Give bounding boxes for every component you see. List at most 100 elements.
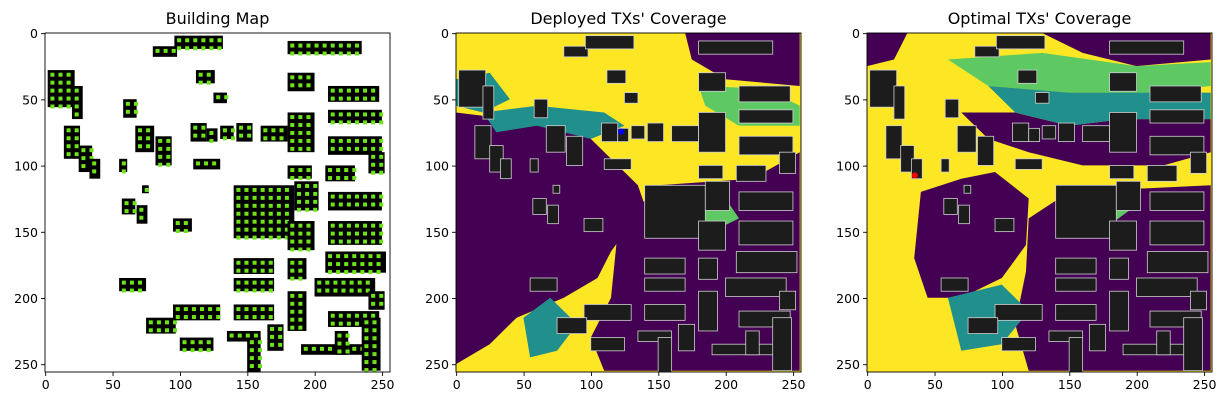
tx-candidate <box>244 227 249 232</box>
tx-candidate <box>236 235 241 240</box>
tx-candidate <box>270 342 275 347</box>
tx-candidate <box>252 307 257 312</box>
tx-candidate <box>306 138 311 143</box>
building <box>584 35 635 50</box>
tx-candidate <box>260 203 265 208</box>
tx-candidate <box>129 280 134 285</box>
building <box>1149 220 1205 246</box>
tx-candidate <box>124 201 129 206</box>
tx-candidate <box>284 219 289 224</box>
tx-candidate <box>249 364 254 369</box>
tx-candidate <box>371 154 376 159</box>
y-tick-label: 50 <box>22 92 38 107</box>
tx-candidate <box>336 254 341 259</box>
tx-candidate <box>346 112 351 117</box>
tx-candidate <box>363 120 368 125</box>
tx-candidate <box>338 146 343 151</box>
tx-candidate <box>313 183 318 188</box>
tx-candidate <box>338 43 343 48</box>
tx-candidate <box>206 340 211 345</box>
tx-candidate <box>297 183 302 188</box>
tx-candidate <box>198 72 203 77</box>
tx-candidate <box>244 260 249 265</box>
tx-candidate <box>257 364 262 369</box>
tx-candidate <box>298 231 303 236</box>
building <box>1014 158 1043 170</box>
tx-candidate <box>346 202 351 207</box>
tx-candidate <box>338 321 343 326</box>
tx-candidate <box>124 209 129 214</box>
tx-candidate <box>236 307 241 312</box>
building <box>1082 125 1110 142</box>
tx-candidate <box>354 96 360 101</box>
tx-candidate <box>298 268 303 273</box>
tx-candidate <box>222 136 227 141</box>
building <box>994 217 1015 233</box>
tx-candidate <box>354 138 360 143</box>
y-tick-label: 150 <box>836 225 860 240</box>
tx-candidate <box>199 307 205 312</box>
tx-candidate <box>252 235 257 240</box>
tx-candidate <box>376 254 381 259</box>
tx-candidate <box>236 268 241 273</box>
tx-candidate <box>193 38 198 43</box>
tx-candidate <box>298 239 303 244</box>
tx-candidate <box>352 346 357 351</box>
tx-candidate <box>290 223 295 228</box>
building <box>1190 290 1208 311</box>
tx-candidate <box>330 112 335 117</box>
tx-candidate <box>306 223 311 228</box>
tx-candidate <box>298 51 303 56</box>
tx-candidate <box>121 161 126 166</box>
tx-candidate <box>290 317 295 322</box>
tx-candidate <box>314 43 319 48</box>
building <box>179 337 214 351</box>
tx-candidate <box>363 112 368 117</box>
building <box>967 317 999 334</box>
tx-candidate <box>290 260 295 265</box>
tx-candidate <box>371 146 376 151</box>
tx-candidate <box>208 307 213 312</box>
tx-candidate <box>379 112 384 117</box>
heatmap-coverage-2 <box>867 33 1212 373</box>
tx-candidate <box>209 46 214 51</box>
tx-candidate <box>252 187 257 192</box>
tx-candidate <box>66 136 71 141</box>
building <box>630 125 646 140</box>
building <box>1048 330 1084 342</box>
tx-candidate <box>368 262 373 267</box>
tx-candidate <box>190 340 195 345</box>
tx-candidate <box>290 138 295 143</box>
building <box>603 158 632 170</box>
building <box>963 184 972 194</box>
tx-candidate <box>260 280 265 285</box>
tx-candidate <box>336 270 341 275</box>
building <box>943 198 958 215</box>
building <box>583 217 604 233</box>
tx-candidate <box>199 315 205 320</box>
tx-candidate <box>290 309 295 314</box>
building <box>644 277 686 292</box>
tx-candidate <box>182 340 187 345</box>
tx-candidate <box>125 109 130 114</box>
tx-candidate <box>357 288 362 293</box>
tx-candidate <box>198 80 203 85</box>
building <box>458 69 487 108</box>
tx-candidate <box>371 138 376 143</box>
x-tick-label: 150 <box>1058 377 1082 392</box>
tx-candidate <box>344 270 349 275</box>
tx-candidate <box>89 156 94 161</box>
tx-candidate <box>158 154 163 159</box>
tx-candidate <box>341 280 346 285</box>
tx-candidate <box>171 48 176 53</box>
tx-candidate <box>371 231 376 236</box>
building <box>698 112 726 153</box>
building <box>1149 109 1205 124</box>
building <box>1149 85 1202 103</box>
building <box>893 85 906 120</box>
tx-candidate <box>74 104 79 109</box>
tx-candidate <box>360 270 365 275</box>
building <box>738 191 794 211</box>
tx-candidate <box>263 136 268 141</box>
tx-candidate <box>305 183 310 188</box>
